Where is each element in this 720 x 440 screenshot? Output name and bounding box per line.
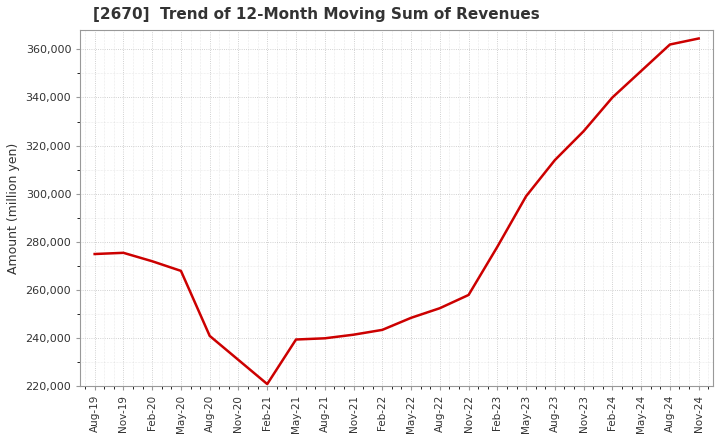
Y-axis label: Amount (million yen): Amount (million yen) xyxy=(7,143,20,274)
Text: [2670]  Trend of 12-Month Moving Sum of Revenues: [2670] Trend of 12-Month Moving Sum of R… xyxy=(93,7,540,22)
